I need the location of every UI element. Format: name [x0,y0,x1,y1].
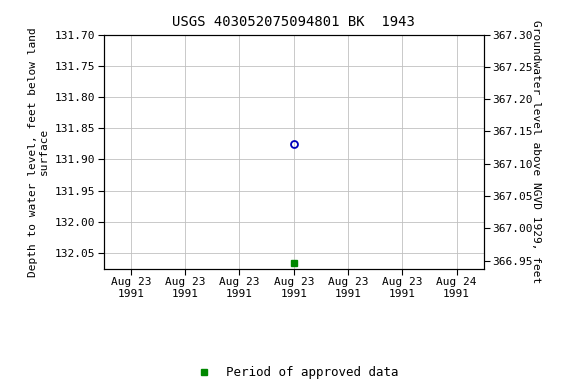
Y-axis label: Depth to water level, feet below land
surface: Depth to water level, feet below land su… [28,27,50,276]
Legend: Period of approved data: Period of approved data [184,361,404,384]
Y-axis label: Groundwater level above NGVD 1929, feet: Groundwater level above NGVD 1929, feet [531,20,541,283]
Title: USGS 403052075094801 BK  1943: USGS 403052075094801 BK 1943 [172,15,415,29]
